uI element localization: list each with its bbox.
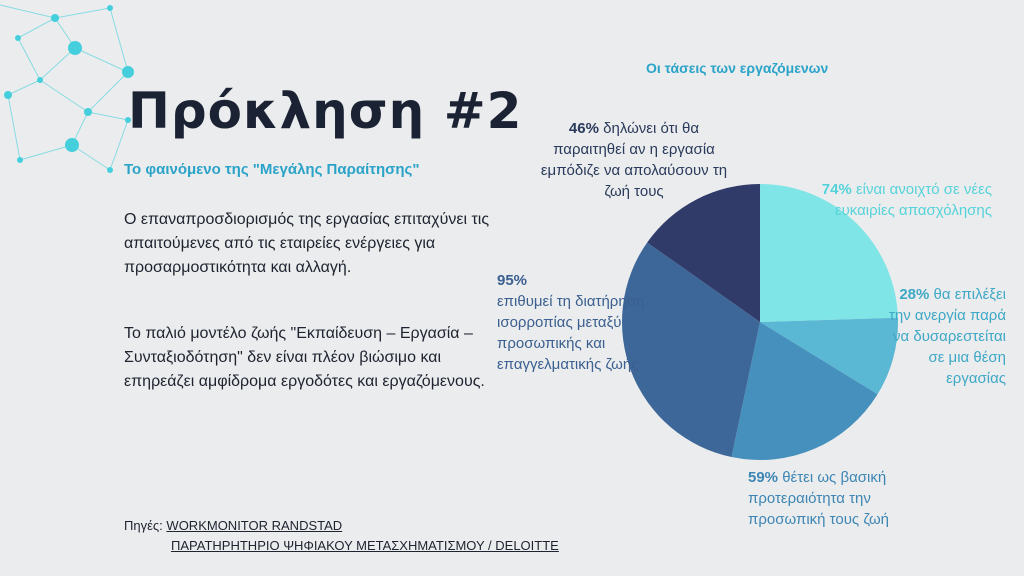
sources-label: Πηγές: bbox=[124, 518, 163, 533]
body-paragraph-1: Ο επαναπροσδιορισμός της εργασίας επιταχ… bbox=[124, 211, 490, 276]
slice-label-28: 28% θα επιλέξει την ανεργία παρά να δυσα… bbox=[884, 284, 1006, 389]
slice-pct-59: 59% bbox=[748, 469, 779, 486]
slice-text-46: δηλώνει ότι θα παραιτηθεί αν η εργασία ε… bbox=[540, 120, 728, 200]
slice-text-95: επιθυμεί τη διατήρηση ισορροπίας μεταξύ … bbox=[497, 293, 645, 373]
slice-label-46: 46% δηλώνει ότι θα παραιτηθεί αν η εργασ… bbox=[534, 118, 734, 202]
slice-label-74: 74% είναι ανοιχτό σε νέες ευκαιρίες απασ… bbox=[792, 179, 992, 221]
source-link-deloitte[interactable]: ΠΑΡΑΤΗΡΗΤΗΡΙΟ ΨΗΦΙΑΚΟΥ ΜΕΤΑΣΧΗΜΑΤΙΣΜΟΥ /… bbox=[171, 538, 559, 553]
slice-text-59: θέτει ως βασική προτεραιότητα την προσωπ… bbox=[748, 469, 889, 528]
slide-title: Πρόκληση #2 bbox=[128, 82, 523, 140]
sources: Πηγές: WORKMONITOR RANDSTAD ΠΑΡΑΤΗΡΗΤΗΡΙ… bbox=[124, 516, 559, 556]
slice-label-95: 95% επιθυμεί τη διατήρηση ισορροπίας μετα… bbox=[497, 270, 645, 375]
slice-text-74: είναι ανοιχτό σε νέες ευκαιρίες απασχόλη… bbox=[834, 181, 992, 219]
pie-slice-59 bbox=[731, 322, 878, 460]
slice-pct-28: 28% bbox=[899, 286, 930, 303]
chart-title: Οι τάσεις των εργαζόμενων bbox=[646, 60, 829, 76]
pie-slice-46 bbox=[647, 184, 760, 322]
source-link-workmonitor[interactable]: WORKMONITOR RANDSTAD bbox=[166, 518, 343, 533]
pie-slice-28 bbox=[760, 317, 898, 395]
slice-label-59: 59% θέτει ως βασική προτεραιότητα την πρ… bbox=[748, 467, 948, 530]
slice-pct-74: 74% bbox=[821, 181, 852, 198]
slice-pct-95: 95% bbox=[497, 272, 528, 289]
slice-pct-46: 46% bbox=[568, 120, 599, 137]
pie-slice-95 bbox=[622, 242, 760, 458]
body-paragraph-2: Το παλιό μοντέλο ζωής "Εκπαίδευση – Εργα… bbox=[124, 325, 485, 390]
network-decoration bbox=[0, 4, 134, 173]
pie-slice-74 bbox=[760, 184, 898, 322]
slice-text-28: θα επιλέξει την ανεργία παρά να δυσαρεστ… bbox=[888, 286, 1006, 387]
slide-subtitle: Το φαινόμενο της "Μεγάλης Παραίτησης" bbox=[124, 161, 420, 178]
